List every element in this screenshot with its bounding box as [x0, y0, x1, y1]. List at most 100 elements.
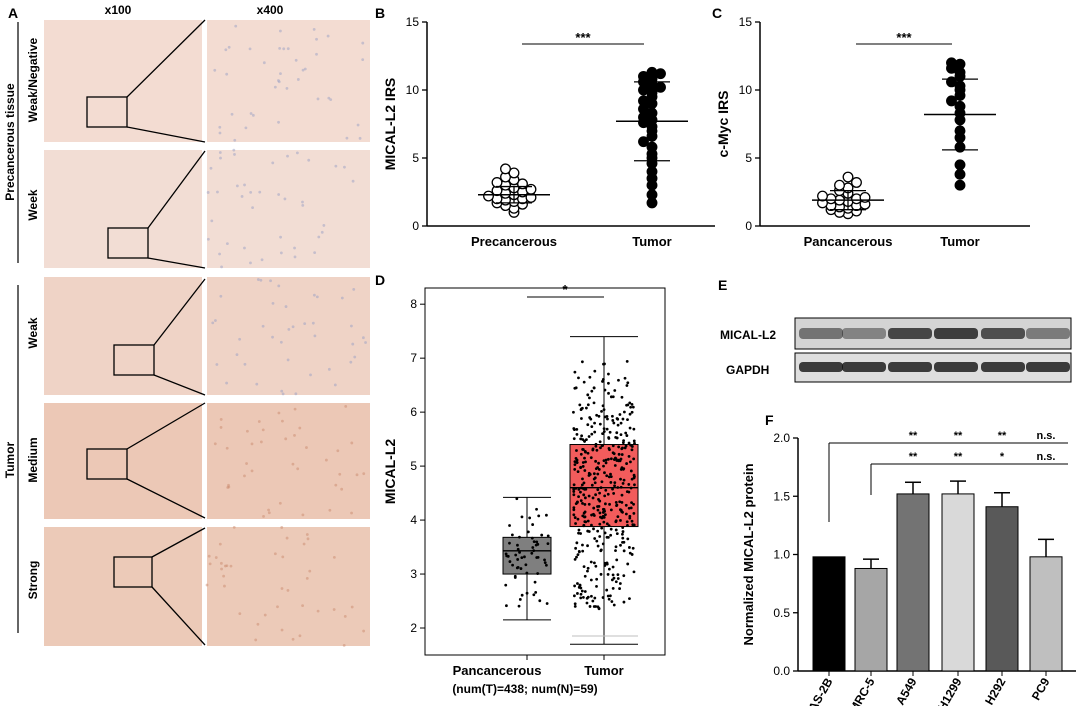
data-point: [613, 481, 617, 485]
data-point: [629, 405, 633, 409]
blot-band: [842, 328, 886, 339]
data-point: [630, 501, 633, 504]
data-point: [607, 391, 610, 395]
data-point: [633, 475, 636, 479]
cell-dot: [315, 37, 318, 41]
data-point: [586, 451, 590, 455]
cell-dot: [351, 179, 355, 183]
data-point: [610, 414, 614, 418]
data-point: [613, 389, 617, 392]
cell-dot: [224, 48, 228, 52]
cell-dot: [316, 609, 320, 613]
cell-dot: [280, 389, 284, 393]
cell-dot: [344, 404, 348, 408]
cell-dot: [280, 526, 284, 529]
cell-dot: [218, 252, 221, 256]
data-point: [583, 574, 587, 578]
data-point: [572, 506, 576, 510]
data-point: [572, 410, 575, 414]
cell-dot: [345, 136, 349, 140]
data-point: [586, 393, 590, 397]
cell-dot: [273, 552, 277, 556]
y-tick-label: 2: [410, 621, 417, 635]
data-point: [616, 573, 620, 577]
data-point: [575, 432, 579, 436]
data-point: [597, 468, 601, 471]
data-point: [544, 563, 548, 567]
y-tick-label: 0: [745, 219, 752, 233]
data-point: [633, 483, 636, 487]
micrograph-x400: [207, 150, 370, 268]
cell-dot: [317, 235, 321, 239]
blot-band: [888, 328, 932, 339]
data-point: [598, 535, 602, 538]
data-point: [572, 487, 576, 491]
data-point: [536, 572, 540, 575]
data-point: [586, 544, 589, 548]
row-label-week: Week: [26, 189, 40, 220]
x-category-label: PC9: [1029, 675, 1053, 702]
data-point: [627, 483, 631, 486]
data-point: [614, 545, 618, 549]
data-point: [621, 510, 624, 514]
data-point: [581, 438, 585, 441]
cell-dot: [225, 381, 229, 385]
data-point: [581, 477, 584, 481]
cell-dot: [291, 637, 295, 641]
cell-dot: [262, 61, 266, 65]
cell-dot: [301, 604, 304, 608]
data-point: [628, 514, 632, 518]
data-point: [605, 427, 609, 431]
data-point: [595, 539, 599, 543]
cell-dot: [332, 608, 336, 611]
blot-band: [799, 362, 843, 372]
col-header-x400: x400: [257, 3, 284, 17]
data-point: [609, 481, 613, 484]
cell-dot: [350, 324, 353, 328]
data-point: [629, 469, 633, 473]
data-point: [534, 543, 538, 547]
cell-dot: [240, 195, 244, 198]
significance-marker: n.s.: [1037, 451, 1056, 463]
data-point: [511, 563, 514, 567]
blot-band: [888, 362, 932, 372]
cell-dot: [214, 319, 217, 322]
data-point: [592, 506, 596, 510]
chart-c: 0 5 10 15 c-Myc IRS Pancancerous Tumor ***: [715, 15, 1030, 249]
data-point: [504, 583, 508, 587]
cell-dot: [220, 265, 223, 269]
data-point: [602, 430, 606, 433]
data-point: [624, 444, 628, 448]
data-point: [615, 431, 619, 435]
data-point: [619, 477, 622, 481]
data-point: [625, 403, 628, 407]
data-point: [622, 439, 625, 442]
cell-dot: [259, 278, 263, 282]
x-category-label: A549: [893, 675, 920, 706]
data-point: [525, 591, 529, 595]
data-point: [526, 530, 530, 534]
data-point: [620, 493, 624, 497]
row-label-weak-negative: Weak/Negative: [26, 37, 40, 122]
data-point: [590, 425, 594, 429]
micrograph-x100: [44, 403, 202, 519]
data-point: [630, 410, 634, 414]
data-point: [614, 528, 618, 532]
data-point: [545, 602, 549, 605]
y-axis-label: MICAL-L2: [382, 439, 398, 505]
data-point: [633, 441, 636, 445]
micrograph-x100: [44, 277, 202, 395]
data-point: [572, 427, 576, 430]
data-point: [620, 500, 624, 504]
y-tick-label: 15: [739, 15, 753, 29]
data-point: [621, 536, 625, 540]
data-point: [619, 543, 622, 547]
cell-dot: [322, 224, 326, 227]
cell-dot: [262, 514, 265, 518]
cell-dot: [243, 474, 246, 478]
data-point: [545, 513, 548, 517]
data-point: [628, 401, 632, 405]
cell-dot: [358, 136, 362, 140]
panel-e: E MICAL-L2 GAPDH: [718, 277, 1072, 383]
cell-dot: [362, 629, 366, 633]
